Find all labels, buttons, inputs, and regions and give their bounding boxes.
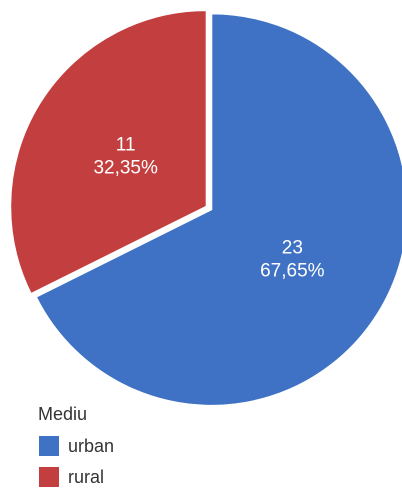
slice-percent-urban: 67,65% — [260, 261, 325, 282]
legend-label-urban: urban — [68, 436, 114, 456]
slice-percent-rural: 32,35% — [93, 157, 158, 178]
pie-slices — [9, 9, 402, 407]
legend-swatch-rural — [39, 467, 59, 487]
pie-slice-rural — [9, 9, 208, 295]
legend-title: Mediu — [38, 404, 87, 424]
legend-label-rural: rural — [68, 467, 104, 487]
slice-value-rural: 11 — [116, 134, 136, 155]
legend: Mediu urban rural — [38, 404, 114, 487]
slice-value-urban: 23 — [282, 238, 303, 259]
pie-slice-urban — [35, 12, 402, 407]
legend-swatch-urban — [39, 436, 59, 456]
